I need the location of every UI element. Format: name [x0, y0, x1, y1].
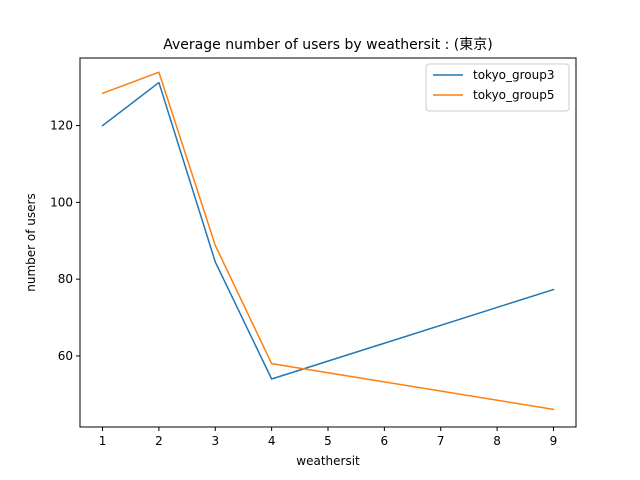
x-tick-label: 7 [437, 434, 445, 448]
y-tick-label: 120 [50, 119, 73, 133]
plot-area [80, 58, 576, 427]
series-line-tokyo_group5 [101, 71, 555, 411]
series-line-tokyo_group3 [101, 81, 555, 380]
x-tick-label: 1 [99, 434, 107, 448]
y-axis-label: number of users [24, 193, 38, 291]
x-axis-label: weathersit [296, 454, 360, 468]
x-tick-label: 2 [155, 434, 163, 448]
series-layer [101, 71, 555, 411]
y-tick-label: 80 [58, 272, 73, 286]
legend-label-tokyo_group3: tokyo_group3 [473, 68, 555, 82]
y-tick-label: 100 [50, 195, 73, 209]
y-tick-label: 60 [58, 349, 73, 363]
chart-title: Average number of users by weathersit : … [163, 37, 492, 53]
x-tick-label: 5 [324, 434, 332, 448]
x-tick-label: 9 [550, 434, 558, 448]
x-tick-label: 3 [211, 434, 219, 448]
y-axis: 60 80 100 120 [50, 119, 80, 363]
x-tick-label: 4 [268, 434, 276, 448]
x-tick-label: 6 [381, 434, 389, 448]
legend-label-tokyo_group5: tokyo_group5 [473, 88, 555, 102]
x-tick-label: 8 [493, 434, 501, 448]
x-axis: 1 2 3 4 5 6 7 8 9 [99, 427, 558, 448]
legend: tokyo_group3 tokyo_group5 [425, 63, 570, 112]
